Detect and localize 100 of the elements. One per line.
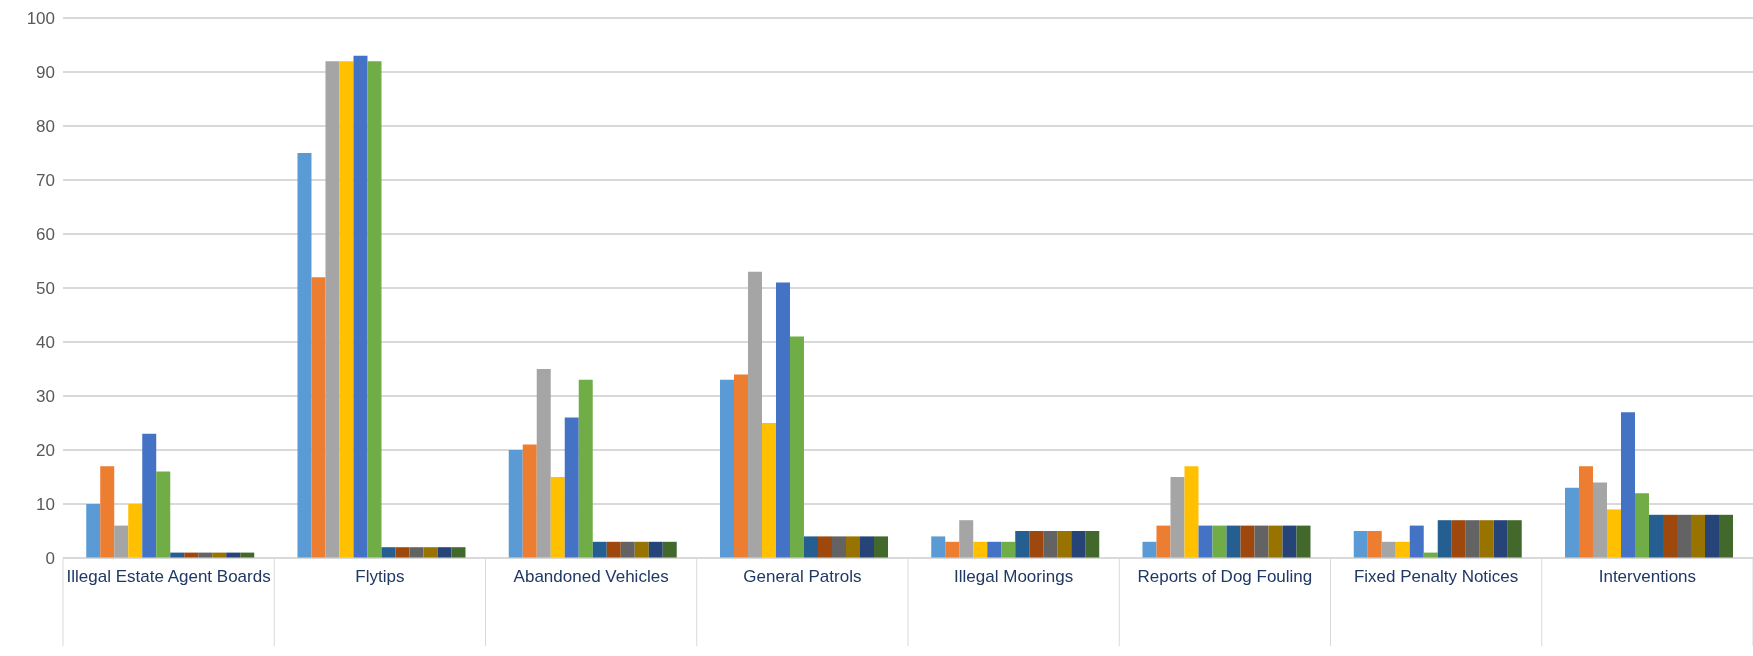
x-tick-label: Interventions — [1598, 567, 1697, 587]
bar — [1662, 514, 1677, 558]
bar — [142, 433, 157, 558]
y-tick-label: 70 — [36, 171, 55, 191]
x-tick-label: Illegal Moorings — [954, 567, 1074, 587]
bar — [100, 466, 115, 558]
bar — [311, 277, 326, 558]
bar — [606, 541, 621, 558]
bar — [1029, 531, 1044, 558]
bar — [1057, 531, 1072, 558]
bar — [1395, 541, 1410, 558]
bar — [1606, 509, 1621, 558]
bar — [873, 536, 888, 558]
bar — [845, 536, 860, 558]
y-tick-label: 30 — [36, 387, 55, 407]
bar — [1001, 541, 1016, 558]
bar — [648, 541, 663, 558]
bar — [987, 541, 1002, 558]
bar — [1198, 525, 1213, 558]
bar — [1043, 531, 1058, 558]
bar — [1071, 531, 1086, 558]
y-tick-label: 50 — [36, 279, 55, 299]
bar — [1620, 412, 1635, 558]
bar — [634, 541, 649, 558]
bar — [1296, 525, 1311, 558]
y-tick-label: 90 — [36, 63, 55, 83]
bar — [1479, 520, 1494, 558]
bar — [859, 536, 874, 558]
bar — [339, 61, 354, 558]
y-tick-label: 40 — [36, 333, 55, 353]
bar — [353, 55, 368, 558]
bar — [536, 369, 551, 558]
bar — [1564, 487, 1579, 558]
bar — [395, 547, 410, 558]
bar — [1465, 520, 1480, 558]
bar — [1718, 514, 1733, 558]
x-tick-label: General Patrols — [743, 567, 862, 587]
bar — [1634, 493, 1649, 558]
bar — [1592, 482, 1607, 558]
bar — [1184, 466, 1199, 558]
bar — [1240, 525, 1255, 558]
bar — [1704, 514, 1719, 558]
x-tick-label: Reports of Dog Fouling — [1137, 567, 1313, 587]
bar — [620, 541, 635, 558]
y-tick-label: 60 — [36, 225, 55, 245]
bar — [128, 504, 143, 558]
bar — [592, 541, 607, 558]
x-tick-label: Fixed Penalty Notices — [1353, 567, 1519, 587]
bar — [114, 525, 129, 558]
x-tick-label: Abandoned Vehicles — [513, 567, 669, 587]
bar — [719, 379, 734, 558]
bar — [789, 336, 804, 558]
bar — [1254, 525, 1269, 558]
x-tick-label: Illegal Estate Agent Boards — [66, 567, 271, 587]
bar — [423, 547, 438, 558]
bar — [1437, 520, 1452, 558]
bar — [1015, 531, 1030, 558]
bar — [325, 61, 340, 558]
bar — [86, 504, 101, 558]
bar — [775, 282, 790, 558]
bar — [1381, 541, 1396, 558]
bar — [831, 536, 846, 558]
bar — [578, 379, 593, 558]
y-tick-label: 80 — [36, 117, 55, 137]
bar — [1085, 531, 1100, 558]
y-tick-label: 0 — [45, 549, 55, 569]
bar — [973, 541, 988, 558]
bar — [803, 536, 818, 558]
bar — [409, 547, 424, 558]
y-tick-label: 100 — [26, 9, 55, 29]
bar — [1451, 520, 1466, 558]
bar — [1578, 466, 1593, 558]
bar — [1648, 514, 1663, 558]
bar — [1690, 514, 1705, 558]
bar — [451, 547, 466, 558]
x-tick-label: Flytips — [355, 567, 405, 587]
bar — [733, 374, 748, 558]
bar — [1409, 525, 1424, 558]
bar — [522, 444, 537, 558]
bar — [1493, 520, 1508, 558]
bar — [297, 153, 312, 558]
bar — [1226, 525, 1241, 558]
bar — [747, 271, 762, 558]
bar — [1156, 525, 1171, 558]
bar — [550, 477, 565, 558]
bar — [1142, 541, 1157, 558]
bar — [367, 61, 382, 558]
bar — [437, 547, 452, 558]
bar — [662, 541, 677, 558]
bar — [817, 536, 832, 558]
bar — [381, 547, 396, 558]
bar — [945, 541, 960, 558]
bar — [1353, 531, 1368, 558]
bar — [959, 520, 974, 558]
y-tick-label: 10 — [36, 495, 55, 515]
bar — [156, 471, 171, 558]
bar — [761, 423, 776, 558]
bar — [1212, 525, 1227, 558]
bar — [1268, 525, 1283, 558]
bar — [1282, 525, 1297, 558]
